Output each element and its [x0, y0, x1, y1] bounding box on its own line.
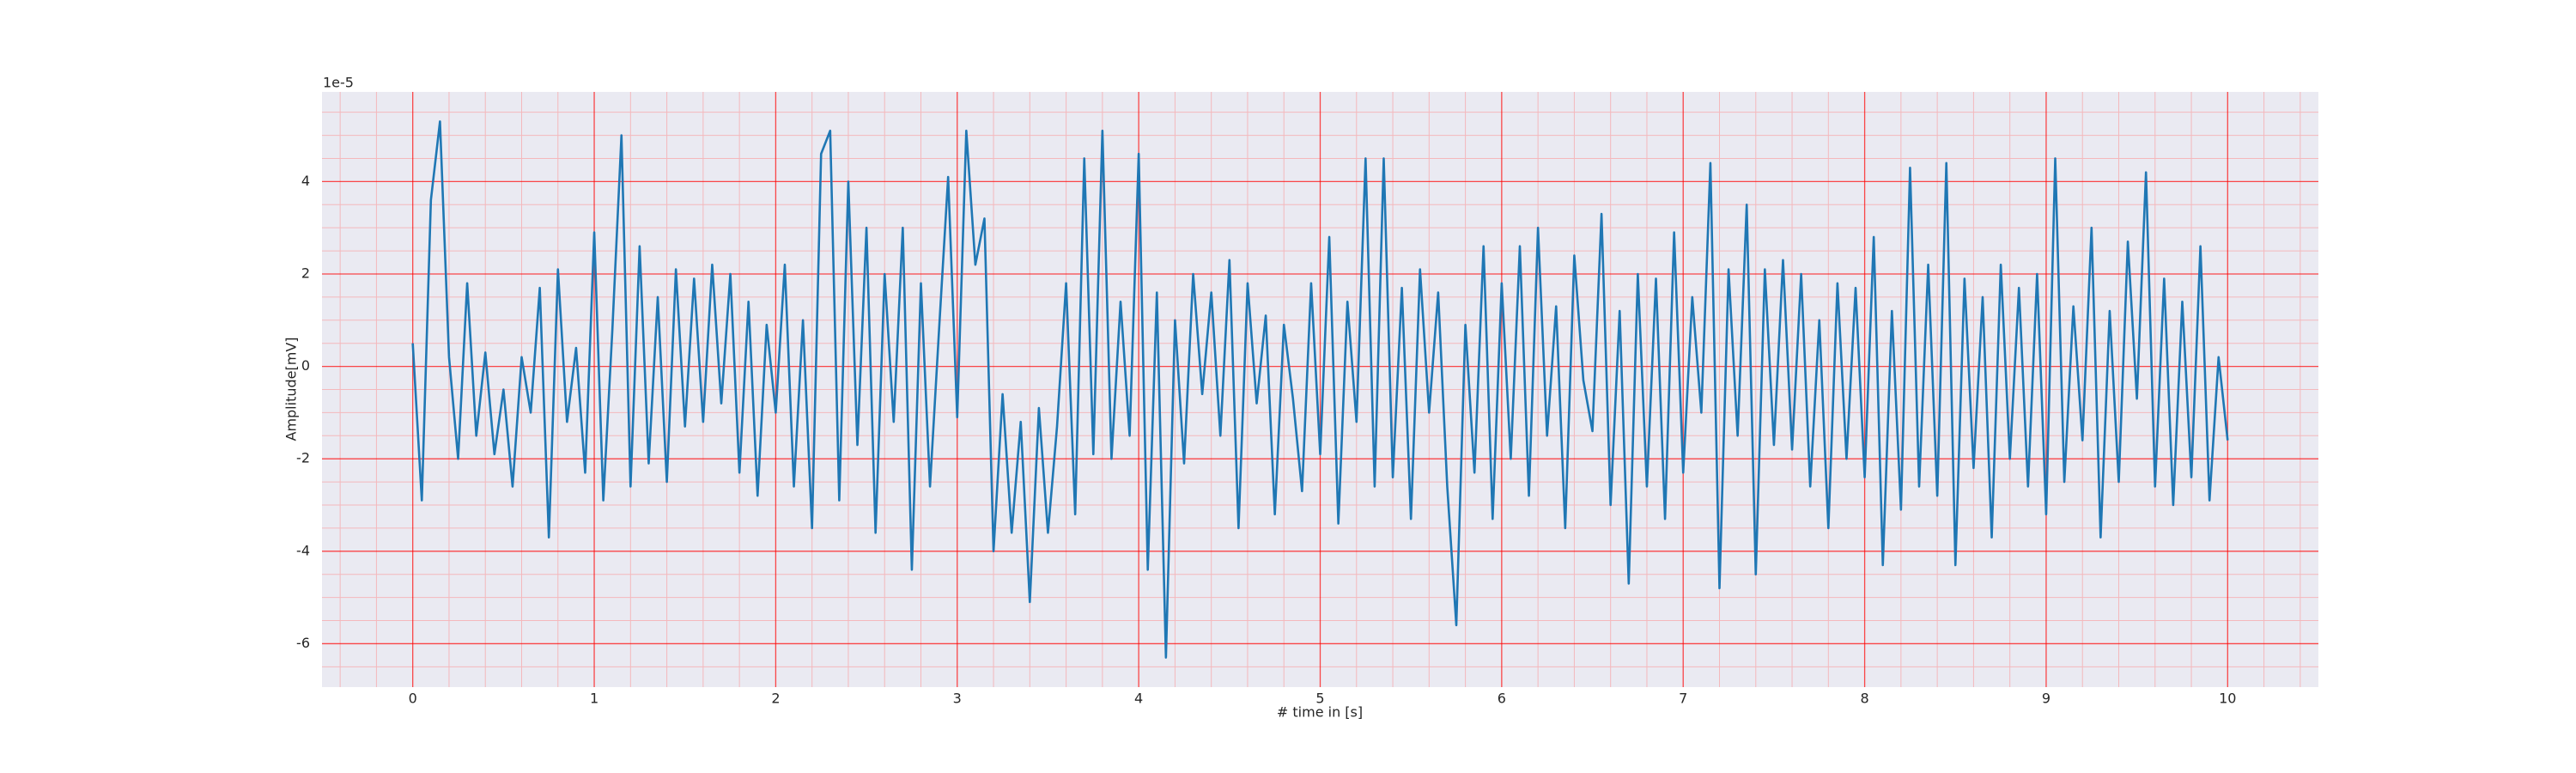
x-tick-label: 7 — [1679, 691, 1687, 707]
x-tick-label: 6 — [1498, 691, 1506, 707]
x-tick-label: 8 — [1860, 691, 1868, 707]
y-axis-label: Amplitude[mV] — [283, 337, 300, 441]
y-offset-label: 1e-5 — [323, 75, 354, 91]
labels: # time in [s] Amplitude[mV] 1e-5 0 1 2 3 4 5 6… — [283, 75, 2237, 721]
x-tick-label: 0 — [409, 691, 417, 707]
x-tick-label: 10 — [2219, 691, 2236, 707]
x-axis-label: # time in [s] — [1277, 704, 1363, 721]
x-tick-label: 1 — [590, 691, 598, 707]
y-tick-label: 2 — [301, 265, 310, 281]
x-tick-label: 5 — [1315, 691, 1324, 707]
y-tick-label: -6 — [296, 635, 310, 651]
y-tick-label: -2 — [296, 450, 310, 466]
x-tick-label: 3 — [953, 691, 962, 707]
y-tick-label: 0 — [301, 357, 310, 374]
plot-lines — [411, 120, 2229, 659]
y-tick-label: 4 — [301, 173, 310, 189]
signal-line — [411, 120, 2229, 659]
y-tick-label: -4 — [296, 542, 310, 558]
x-tick-label: 9 — [2042, 691, 2050, 707]
x-tick-label: 4 — [1134, 691, 1143, 707]
grid — [322, 92, 2318, 687]
x-tick-label: 2 — [771, 691, 780, 707]
